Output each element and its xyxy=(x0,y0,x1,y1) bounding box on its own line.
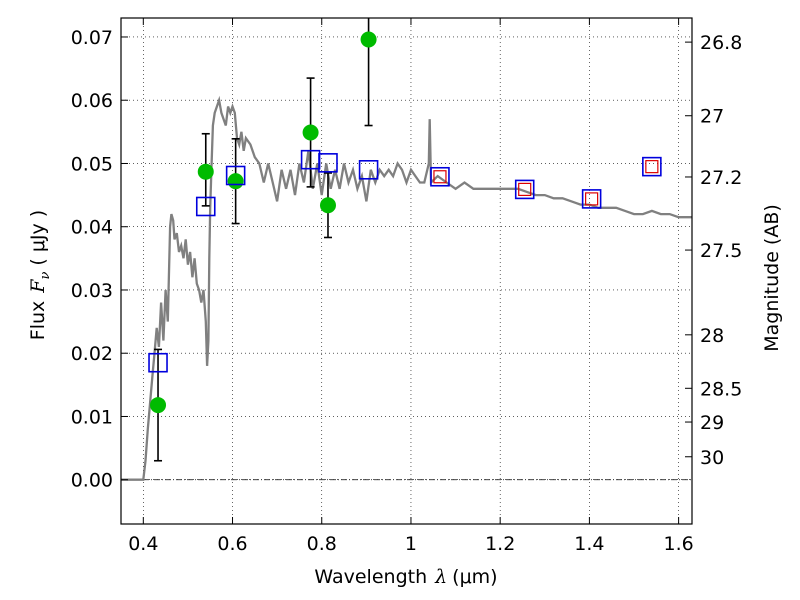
ir-square xyxy=(645,160,659,174)
ir-square xyxy=(433,170,447,184)
x-tick-label: 1.4 xyxy=(574,533,604,555)
y-tick-label: 0.00 xyxy=(71,470,113,492)
x-tick-label: 0.6 xyxy=(217,533,247,555)
y-axis-ticks: 0.00 0.01 0.02 0.03 0.04 0.05 0.06 0.07 xyxy=(71,27,128,492)
x-tick-label: 1 xyxy=(405,533,417,555)
model-square xyxy=(642,156,662,177)
y2-tick-label: 26.8 xyxy=(700,32,742,54)
y2-axis-title: Magnitude (AB) xyxy=(761,204,783,352)
observed-point xyxy=(302,124,319,141)
model-square xyxy=(318,153,338,173)
x-axis-title: Wavelength λ (μm) xyxy=(314,566,497,588)
y-tick-label: 0.05 xyxy=(71,153,113,175)
observed-point xyxy=(319,197,336,214)
y-tick-label: 0.01 xyxy=(71,406,113,428)
y-tick-label: 0.02 xyxy=(71,343,113,365)
ir-square xyxy=(585,192,599,206)
error-bars xyxy=(154,18,373,462)
y2-tick-label: 27.2 xyxy=(700,167,742,189)
y-tick-label: 0.07 xyxy=(71,27,113,49)
x-tick-label: 1.6 xyxy=(664,533,694,555)
x-axis-ticks: 0.4 0.6 0.8 1 1.2 1.4 1.6 xyxy=(128,18,694,555)
x-tick-label: 1.2 xyxy=(485,533,515,555)
y2-tick-label: 29 xyxy=(700,412,724,434)
observed-points xyxy=(150,31,377,414)
ir-squares xyxy=(433,160,659,206)
grid-lines xyxy=(121,18,692,524)
model-square xyxy=(514,179,535,200)
y2-axis-ticks: 26.8 27 27.2 27.5 28 28.5 29 30 xyxy=(685,32,742,469)
plot-area xyxy=(121,18,692,481)
model-square xyxy=(225,165,246,186)
plot-frame xyxy=(120,17,693,525)
model-square xyxy=(358,160,379,180)
observed-point xyxy=(150,397,167,414)
x-tick-label: 0.8 xyxy=(307,533,337,555)
model-square xyxy=(148,352,168,373)
y-tick-label: 0.03 xyxy=(71,280,113,302)
model-square xyxy=(581,189,602,209)
y2-tick-label: 30 xyxy=(700,447,724,469)
observed-point xyxy=(197,163,214,180)
sed-model-line xyxy=(121,95,692,481)
y-tick-label: 0.04 xyxy=(71,217,113,239)
y-tick-label: 0.06 xyxy=(71,90,113,112)
model-square xyxy=(430,166,450,187)
observed-point xyxy=(227,173,244,190)
x-tick-label: 0.4 xyxy=(128,533,158,555)
y2-tick-label: 28 xyxy=(700,325,724,347)
y2-tick-label: 28.5 xyxy=(700,378,742,400)
y2-tick-label: 27.5 xyxy=(700,240,742,262)
model-square xyxy=(195,196,216,217)
y2-tick-label: 27 xyxy=(700,106,724,128)
observed-point xyxy=(360,31,377,48)
ir-square xyxy=(518,182,532,197)
model-squares xyxy=(148,149,662,373)
y-axis-title: FluxFν( μJy ) xyxy=(27,210,53,340)
